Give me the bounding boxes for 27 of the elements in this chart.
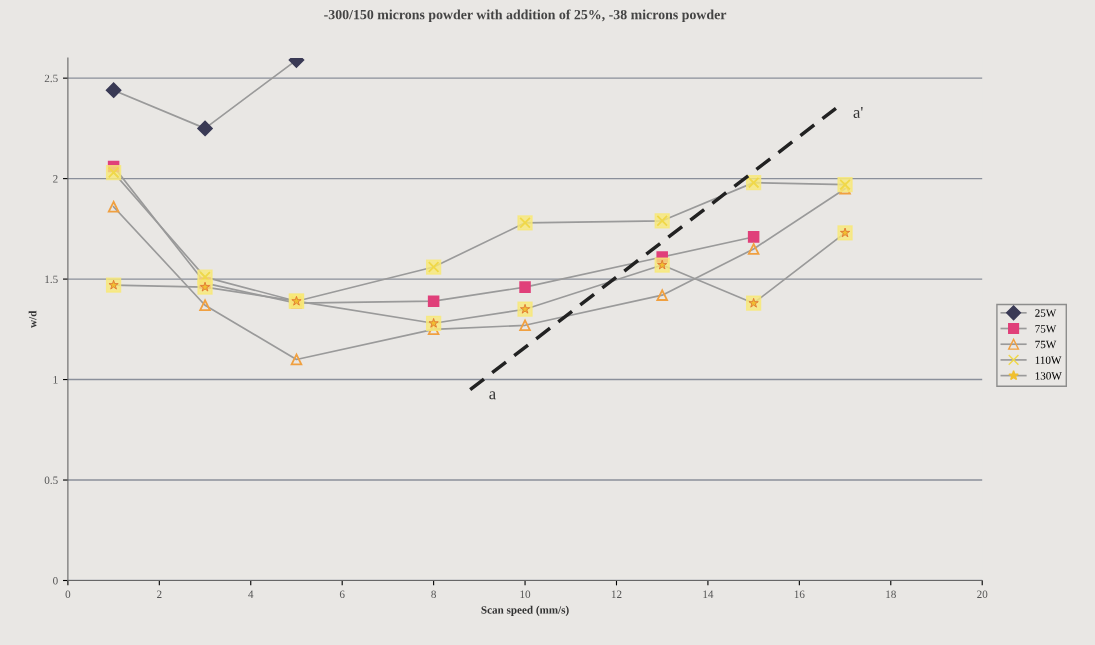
legend-label: 130W (1035, 372, 1062, 380)
legend-label: 110W (1035, 356, 1062, 364)
x-axis-title: Scan speed (mm/s) (481, 605, 569, 616)
legend-label: 25W (1035, 309, 1057, 317)
x-tick-label: 18 (886, 590, 896, 599)
annotation: a (489, 391, 496, 400)
legend-label: 75W (1035, 325, 1057, 333)
legend-label: 75W (1035, 340, 1057, 349)
y-tick-label: 2 (53, 175, 58, 183)
x-tick-label: 4 (248, 590, 254, 598)
y-tick-label: 1 (53, 376, 58, 384)
x-tick-label: 10 (520, 590, 531, 599)
y-axis-title: w/d (28, 310, 37, 328)
x-tick-label: 14 (703, 590, 714, 598)
x-tick-label: 6 (339, 590, 345, 599)
annotation: a' (853, 106, 863, 119)
y-tick-label: 0 (53, 576, 58, 585)
x-tick-label: 12 (611, 590, 622, 598)
y-tick-label: 2.5 (44, 74, 58, 83)
x-tick-label: 0 (65, 590, 71, 599)
x-tick-label: 8 (431, 590, 436, 599)
y-tick-label: 1.5 (45, 275, 58, 284)
x-tick-label: 16 (794, 590, 805, 599)
y-tick-label: 0.5 (44, 476, 58, 485)
chart-title: -300/150 microns powder with addition of 25%, -38 microns powder (324, 9, 727, 23)
x-tick-label: 2 (157, 590, 162, 598)
x-tick-label: 20 (977, 590, 988, 599)
